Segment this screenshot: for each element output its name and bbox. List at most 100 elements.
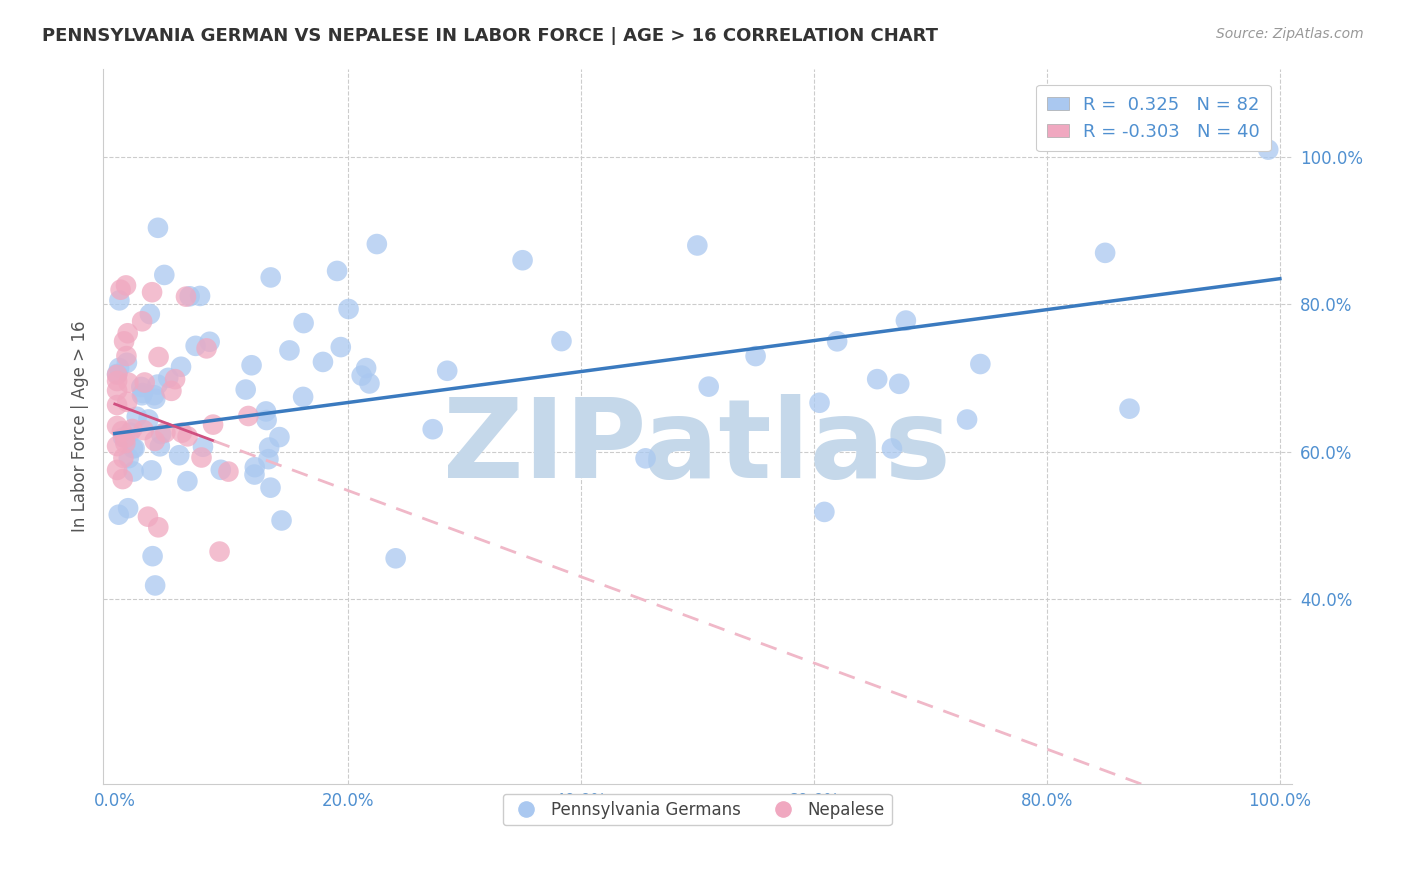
Point (350, 368, 373, 383)
Point (188, 289, 211, 303)
Point (337, 301, 360, 316)
Point (134, 376, 156, 390)
Point (108, 293, 131, 308)
Point (235, 383, 257, 397)
Point (813, 505, 835, 519)
Point (202, 417, 225, 432)
Point (111, 472, 134, 486)
Point (122, 441, 145, 455)
Point (1094, 245, 1116, 260)
Point (105, 374, 128, 388)
Point (115, 278, 138, 293)
Point (894, 313, 917, 327)
Point (146, 377, 169, 392)
Point (132, 423, 155, 437)
Point (160, 384, 183, 398)
Point (155, 425, 177, 440)
Point (117, 501, 139, 516)
Point (131, 314, 153, 328)
Point (512, 253, 534, 268)
Point (259, 481, 281, 495)
Point (208, 544, 231, 558)
Point (143, 392, 166, 406)
Point (889, 376, 911, 391)
Point (257, 441, 280, 455)
Point (329, 340, 352, 354)
Point (697, 379, 720, 393)
Point (969, 357, 991, 371)
Point (105, 367, 128, 381)
Point (122, 465, 145, 479)
Point (143, 388, 166, 402)
Point (112, 430, 135, 444)
Point (121, 422, 143, 436)
Point (384, 551, 406, 566)
Point (105, 398, 128, 412)
Point (254, 404, 277, 418)
Point (191, 440, 214, 454)
Point (132, 386, 155, 401)
Point (139, 307, 162, 321)
Point (808, 396, 831, 410)
Point (117, 376, 139, 390)
Point (1118, 401, 1140, 416)
Point (115, 395, 138, 409)
Point (118, 425, 141, 440)
Point (243, 467, 266, 482)
Point (176, 429, 198, 443)
Point (105, 368, 128, 382)
Point (153, 268, 176, 282)
Point (138, 412, 160, 426)
Point (115, 349, 138, 363)
Point (359, 376, 381, 391)
Point (114, 436, 136, 450)
Point (243, 460, 266, 475)
Point (198, 334, 221, 349)
Point (141, 285, 163, 300)
Point (292, 390, 315, 404)
Point (131, 380, 153, 394)
Point (825, 334, 848, 349)
Point (257, 452, 280, 467)
Point (550, 334, 572, 348)
Point (143, 434, 166, 448)
Point (112, 450, 135, 465)
Point (170, 425, 193, 440)
Point (114, 431, 136, 445)
Point (366, 237, 388, 252)
Point (190, 450, 212, 465)
Text: ZIPatlas: ZIPatlas (443, 394, 952, 501)
Point (150, 427, 173, 442)
Point (142, 549, 165, 564)
Point (170, 359, 193, 374)
Point (165, 372, 187, 386)
Point (141, 463, 163, 477)
Point (108, 360, 131, 375)
Point (167, 448, 190, 462)
Point (179, 289, 201, 303)
Point (422, 422, 444, 436)
Point (107, 508, 129, 522)
Point (117, 326, 139, 341)
Point (436, 364, 458, 378)
Point (149, 439, 172, 453)
Point (124, 441, 146, 455)
Point (174, 290, 197, 304)
Point (686, 238, 709, 252)
Point (195, 342, 218, 356)
Point (956, 412, 979, 426)
Point (125, 409, 148, 424)
Point (270, 513, 292, 527)
Point (105, 418, 128, 433)
Point (110, 283, 132, 297)
Legend: Pennsylvania Germans, Nepalese: Pennsylvania Germans, Nepalese (503, 794, 891, 825)
Point (256, 413, 278, 427)
Point (115, 356, 138, 370)
Y-axis label: In Labor Force | Age > 16: In Labor Force | Age > 16 (72, 320, 89, 532)
Point (1257, 143, 1279, 157)
Point (354, 361, 377, 376)
Text: PENNSYLVANIA GERMAN VS NEPALESE IN LABOR FORCE | AGE > 16 CORRELATION CHART: PENNSYLVANIA GERMAN VS NEPALESE IN LABOR… (42, 27, 938, 45)
Point (176, 474, 198, 488)
Point (217, 465, 239, 479)
Point (312, 355, 335, 369)
